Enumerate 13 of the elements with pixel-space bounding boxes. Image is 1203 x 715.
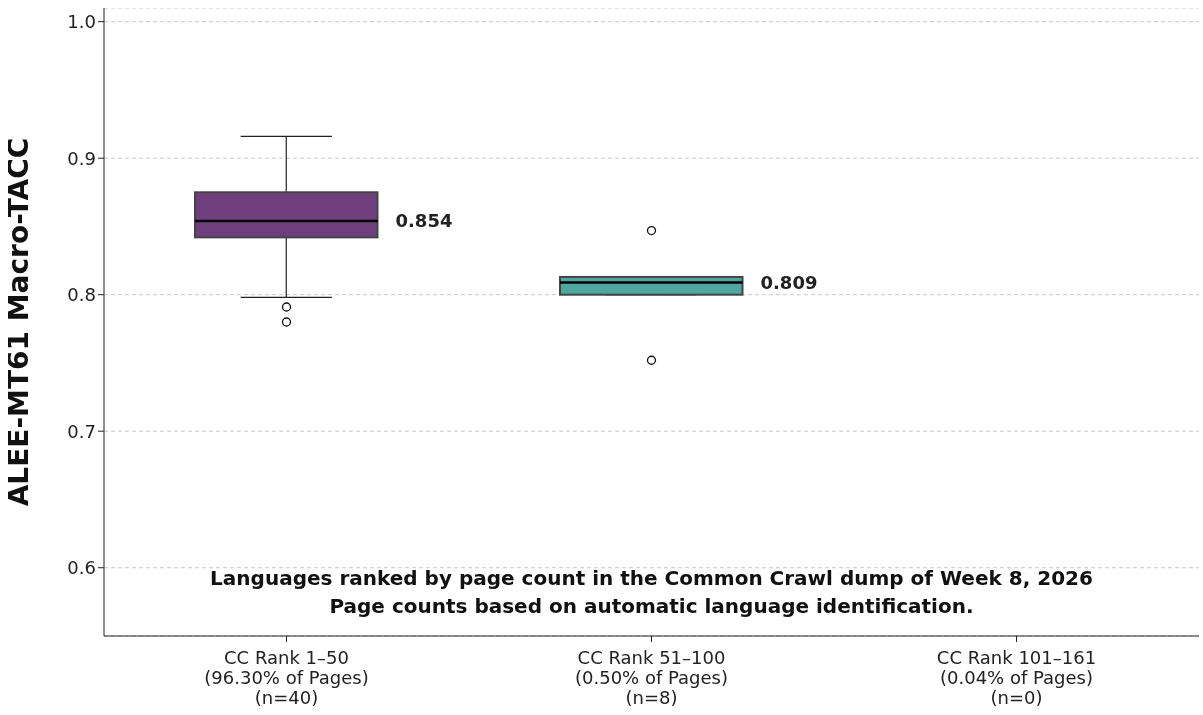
y-tick-label: 1.0 — [67, 11, 96, 33]
annotation: 0.809 — [760, 271, 818, 293]
y-tick-label: 0.9 — [67, 147, 96, 169]
y-tick-label: 0.7 — [67, 420, 96, 442]
y-axis-title: ALEE-MT61 Macro-TACC — [1, 137, 35, 507]
x-tick-label: CC Rank 51–100 (0.50% of Pages) (n=8) — [575, 647, 728, 708]
y-tick-label: 0.8 — [67, 284, 96, 306]
annotation: Languages ranked by page count in the Common Crawl dump of Week 8, 2026 — [209, 565, 1094, 592]
annotation: Page counts based on automatic language identification. — [328, 593, 975, 620]
y-tick-label: 0.6 — [67, 557, 96, 579]
annotation: 0.854 — [395, 210, 453, 232]
x-tick-label: CC Rank 101–161 (0.04% of Pages) (n=0) — [936, 647, 1097, 708]
x-tick-label: CC Rank 1–50 (96.30% of Pages) (n=40) — [204, 647, 369, 708]
